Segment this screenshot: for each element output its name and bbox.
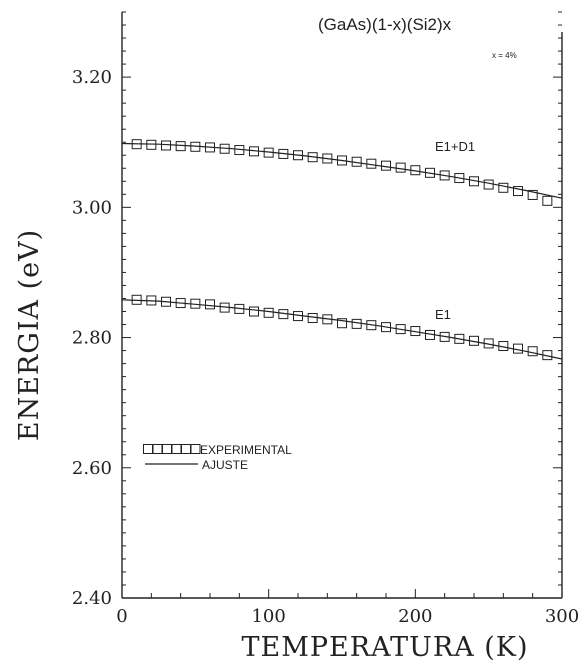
data-point-series-0 <box>527 189 538 200</box>
x-tick-label: 0 <box>116 606 127 627</box>
data-point-series-1 <box>527 346 538 357</box>
data-point-series-1 <box>161 296 171 307</box>
data-point-series-0 <box>425 167 435 178</box>
fit-line-series-1 <box>121 299 563 360</box>
data-point-series-1 <box>410 326 421 337</box>
data-point-series-1 <box>366 320 377 331</box>
data-point-series-0 <box>249 146 259 157</box>
data-point-series-1 <box>293 311 303 322</box>
data-point-series-1 <box>381 322 391 333</box>
data-point-series-1 <box>337 318 347 329</box>
y-tick-label: 2.40 <box>72 588 112 609</box>
data-point-series-0 <box>131 139 142 150</box>
composition-annotation: x = 4% <box>492 51 517 60</box>
data-point-series-0 <box>234 145 245 156</box>
fit-line-series-0 <box>121 142 563 199</box>
data-point-series-0 <box>293 150 303 161</box>
fit-lines <box>121 142 563 360</box>
data-point-series-1 <box>395 324 406 335</box>
data-point-series-1 <box>483 338 494 349</box>
data-point-series-1 <box>454 333 465 344</box>
data-point-series-0 <box>322 153 333 164</box>
data-point-series-0 <box>469 176 479 187</box>
data-point-series-1 <box>219 302 230 313</box>
data-point-series-0 <box>454 173 465 184</box>
data-point-series-0 <box>381 160 391 171</box>
y-tick-label: 3.20 <box>72 67 112 88</box>
series-label-e1-d1: E1+D1 <box>435 139 475 154</box>
legend-marker <box>181 444 191 454</box>
data-point-series-0 <box>190 141 201 152</box>
y-tick-label: 2.80 <box>72 328 112 349</box>
data-point-series-0 <box>410 165 421 176</box>
y-tick-label: 2.60 <box>72 458 112 479</box>
data-point-series-1 <box>205 299 215 310</box>
data-point-series-1 <box>439 331 450 342</box>
legend-marker <box>190 444 201 454</box>
data-point-series-0 <box>307 152 318 163</box>
x-axis-label: TEMPERATURA (K) <box>241 632 528 663</box>
data-point-series-1 <box>190 298 201 309</box>
legend-marker <box>152 444 163 454</box>
data-point-series-0 <box>175 141 186 152</box>
data-point-series-0 <box>205 142 215 153</box>
data-point-series-0 <box>219 143 230 154</box>
axis-ticks: 0 100 200 300 2.40 2.60 2.80 3.00 3.20 <box>72 11 579 627</box>
x-tick-label: 200 <box>398 606 432 627</box>
legend-marker <box>171 444 182 454</box>
data-point-series-0 <box>395 162 406 173</box>
x-tick-label: 100 <box>251 606 285 627</box>
legend-marker <box>162 444 172 454</box>
data-point-series-0 <box>513 186 523 197</box>
legend-marker <box>143 444 153 454</box>
data-point-series-0 <box>263 147 274 158</box>
data-point-series-1 <box>425 329 435 340</box>
data-point-series-0 <box>278 148 289 159</box>
x-tick-label: 300 <box>545 606 579 627</box>
y-axis-label: ENERGIA (eV) <box>14 229 45 441</box>
data-point-series-1 <box>322 314 333 325</box>
plot-axes <box>121 12 563 599</box>
chart-title: (GaAs)(1-x)(Si2)x <box>318 15 452 34</box>
series-label-e1: E1 <box>435 307 451 322</box>
data-point-series-1 <box>469 335 479 346</box>
legend: EXPERIMENTAL AJUSTE <box>143 443 292 472</box>
data-point-series-1 <box>542 350 553 361</box>
data-point-series-1 <box>278 309 289 320</box>
data-point-series-0 <box>337 155 347 166</box>
data-point-series-1 <box>498 341 509 352</box>
legend-experimental-label: EXPERIMENTAL <box>200 443 292 457</box>
data-point-series-1 <box>307 313 318 324</box>
data-point-series-1 <box>131 294 142 305</box>
data-markers <box>131 139 553 361</box>
data-point-series-1 <box>234 303 245 314</box>
data-point-series-1 <box>249 306 259 317</box>
data-point-series-1 <box>263 307 274 318</box>
legend-fit-label: AJUSTE <box>202 458 248 472</box>
data-point-series-0 <box>483 179 494 190</box>
data-point-series-0 <box>439 170 450 181</box>
data-point-series-0 <box>161 140 171 151</box>
data-point-series-1 <box>351 318 362 329</box>
data-point-series-1 <box>175 298 186 309</box>
data-point-series-0 <box>542 195 553 206</box>
legend-experimental-markers <box>143 444 201 454</box>
data-point-series-1 <box>513 343 523 354</box>
data-point-series-0 <box>498 182 509 193</box>
y-tick-label: 3.00 <box>72 197 112 218</box>
data-point-series-1 <box>146 295 157 306</box>
data-point-series-0 <box>351 156 362 167</box>
data-point-series-0 <box>366 158 377 169</box>
data-point-series-0 <box>146 139 157 150</box>
